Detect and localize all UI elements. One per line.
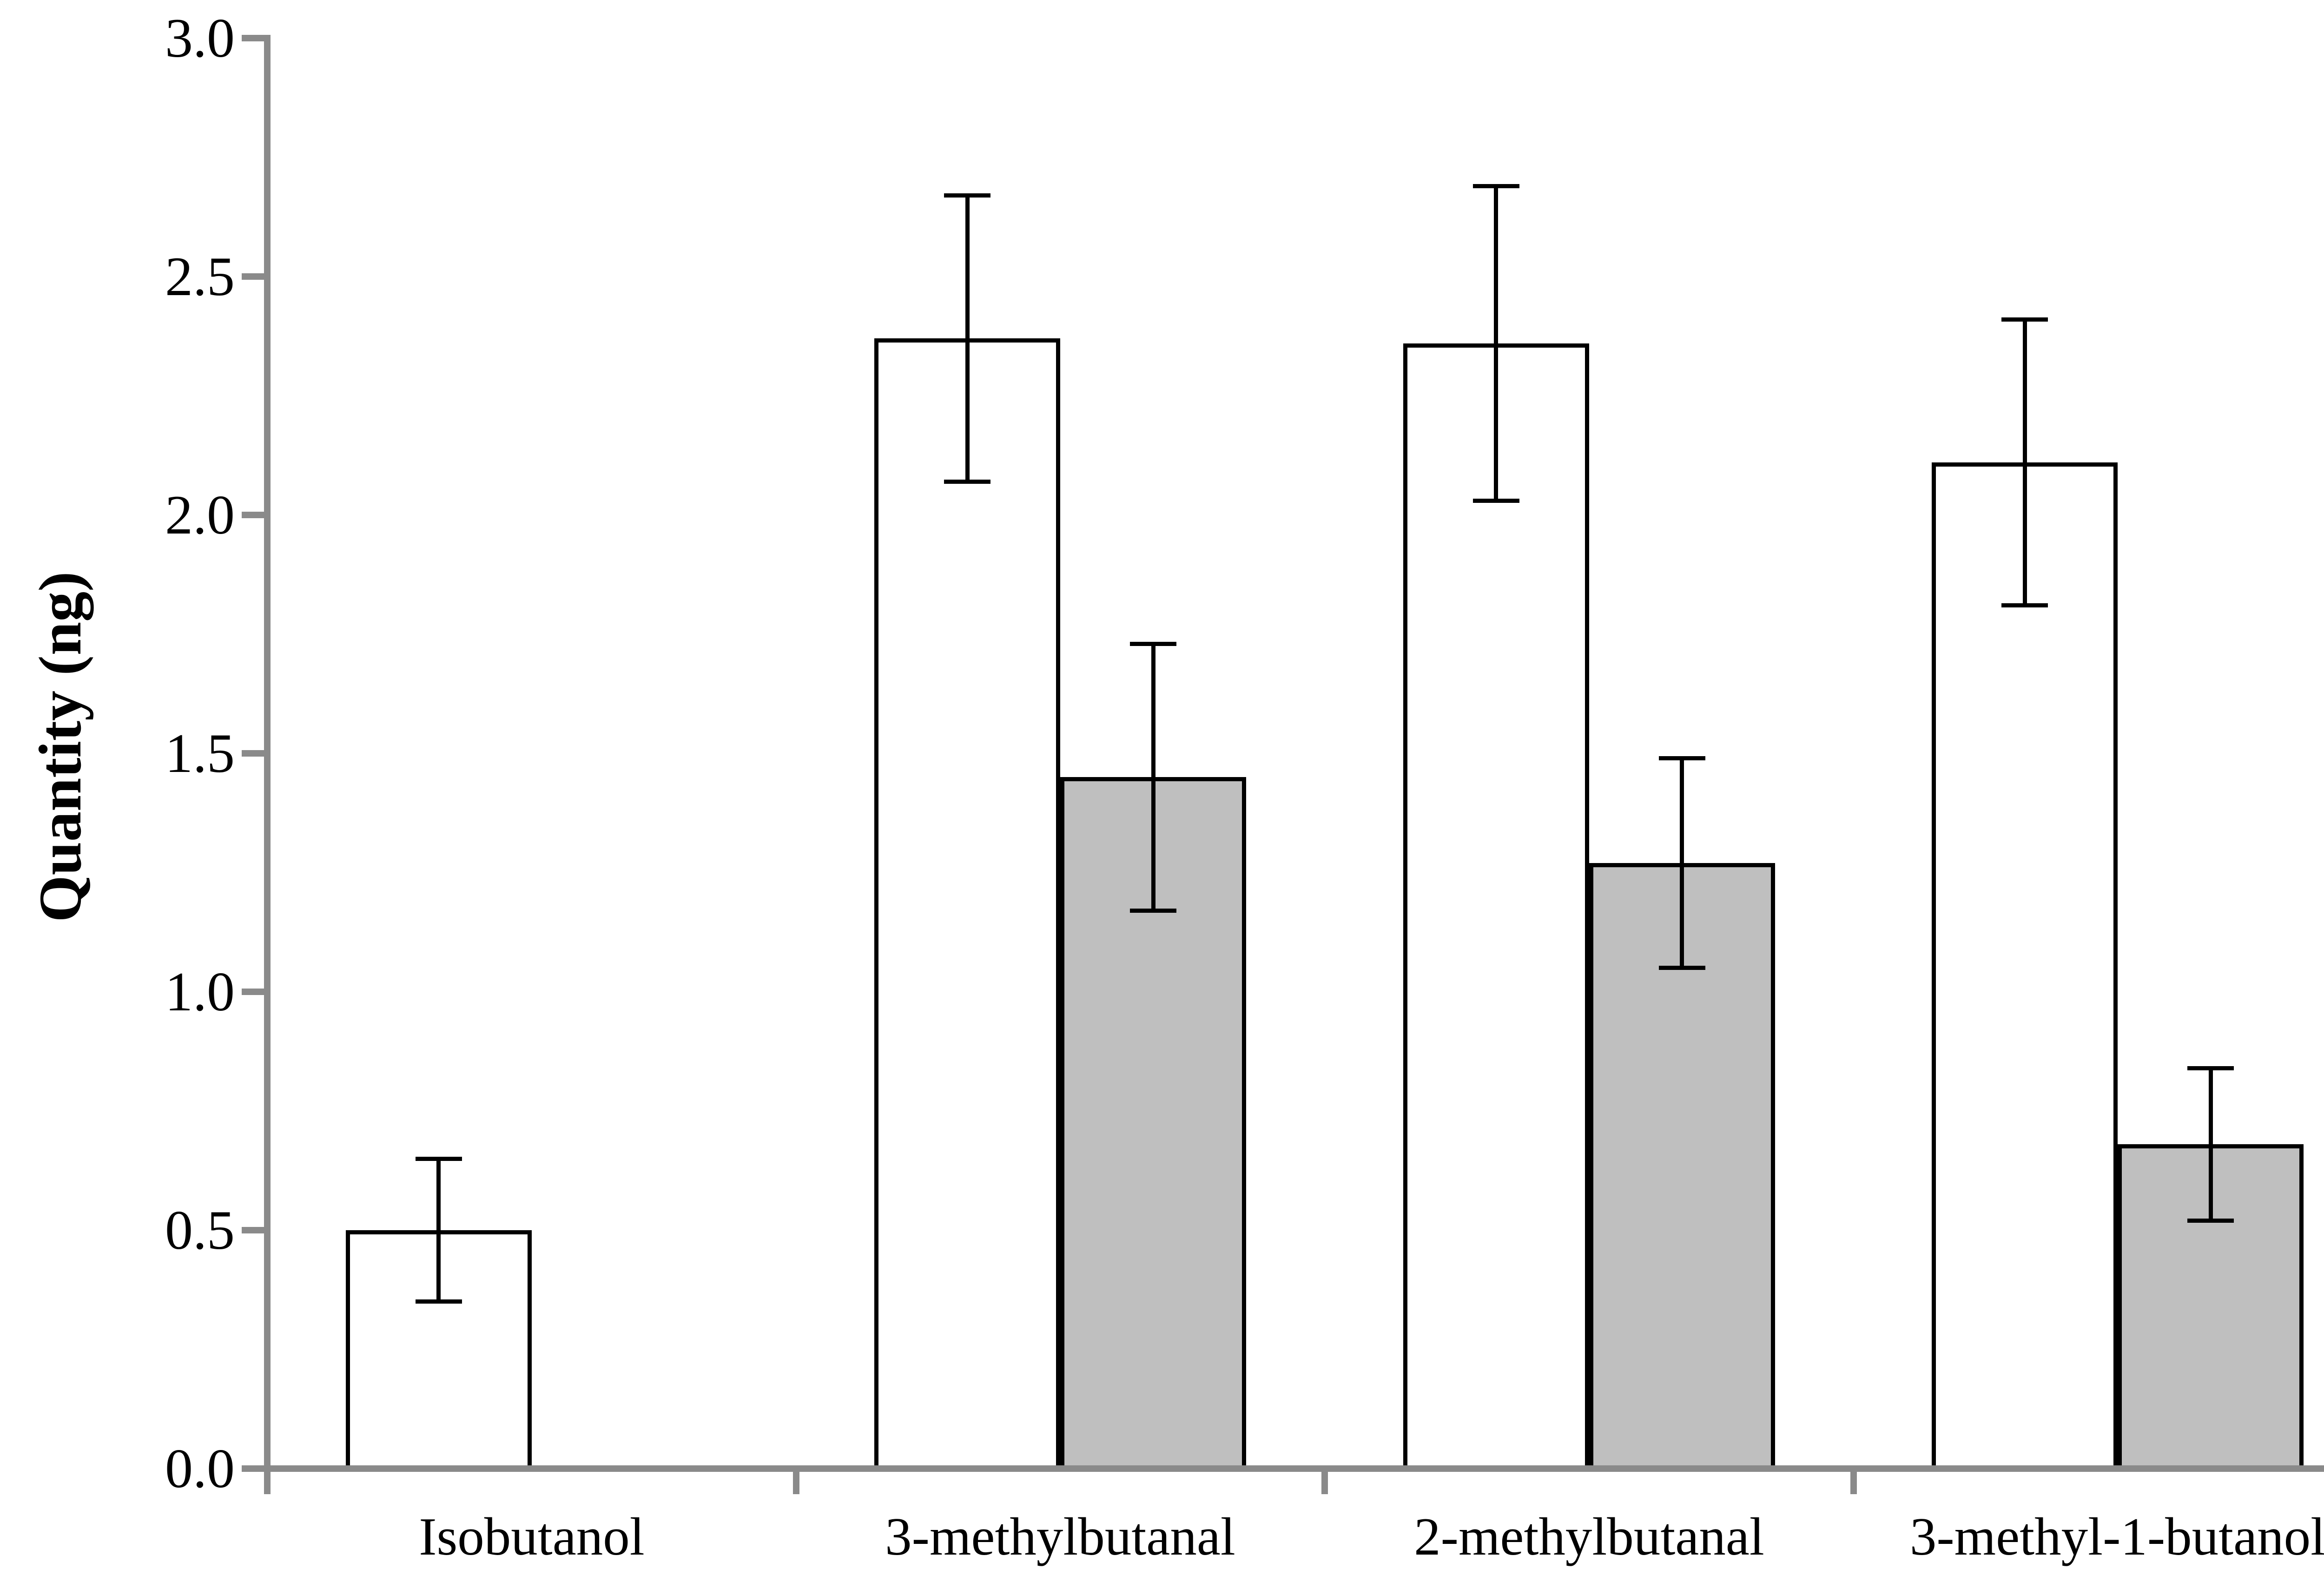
x-category-label: 2-methylbutanal: [1414, 1507, 1764, 1566]
y-axis-tick: [242, 1227, 264, 1233]
error-bar-line: [1494, 186, 1498, 501]
error-bar-cap: [944, 480, 990, 484]
x-axis-tick: [1321, 1469, 1328, 1494]
error-bar-cap: [1659, 966, 1705, 970]
error-bar-cap: [2001, 603, 2048, 607]
y-axis-line: [264, 35, 271, 1494]
y-axis-tick: [242, 512, 264, 518]
x-category-label: 3-methyl-1-butanol: [1909, 1507, 2324, 1566]
bar-2-methylbutanal-white: [1403, 343, 1589, 1469]
error-bar-cap: [1130, 642, 1176, 646]
error-bar-cap: [1659, 756, 1705, 760]
x-axis-tick: [1850, 1469, 1857, 1494]
y-tick-label: 2.0: [165, 484, 235, 546]
y-tick-label: 3.0: [165, 7, 235, 69]
error-bar-cap: [416, 1299, 462, 1304]
error-bar-line: [436, 1159, 441, 1302]
error-bar-cap: [2001, 317, 2048, 322]
y-tick-label: 0.5: [165, 1199, 235, 1261]
y-axis-tick: [242, 750, 264, 757]
error-bar-cap: [2187, 1219, 2234, 1223]
x-axis-tick: [793, 1469, 799, 1494]
error-bar-cap: [1473, 499, 1519, 503]
x-category-label: 3-methylbutanal: [885, 1507, 1235, 1566]
bar-3-methyl-1-butanol-white: [1932, 462, 2118, 1469]
error-bar-line: [1680, 758, 1684, 968]
error-bar-cap: [1473, 184, 1519, 188]
x-axis-line: [264, 1465, 2324, 1472]
error-bar-cap: [416, 1157, 462, 1161]
error-bar-line: [2209, 1068, 2213, 1220]
error-bar-line: [2023, 319, 2027, 606]
error-bar-line: [965, 196, 970, 482]
error-bar-cap: [944, 193, 990, 198]
error-bar-cap: [1130, 909, 1176, 913]
y-axis-tick: [242, 35, 264, 41]
error-bar-cap: [2187, 1066, 2234, 1070]
error-bar-line: [1151, 644, 1155, 911]
x-category-label: Isobutanol: [419, 1507, 645, 1566]
y-tick-label: 2.5: [165, 245, 235, 307]
bar-3-methylbutanal-white: [874, 338, 1060, 1469]
y-axis-tick: [242, 1465, 264, 1472]
y-axis-tick: [242, 989, 264, 995]
y-tick-label: 1.5: [165, 722, 235, 784]
y-tick-label: 0.0: [165, 1437, 235, 1499]
y-axis-tick: [242, 273, 264, 280]
y-tick-label: 1.0: [165, 961, 235, 1022]
